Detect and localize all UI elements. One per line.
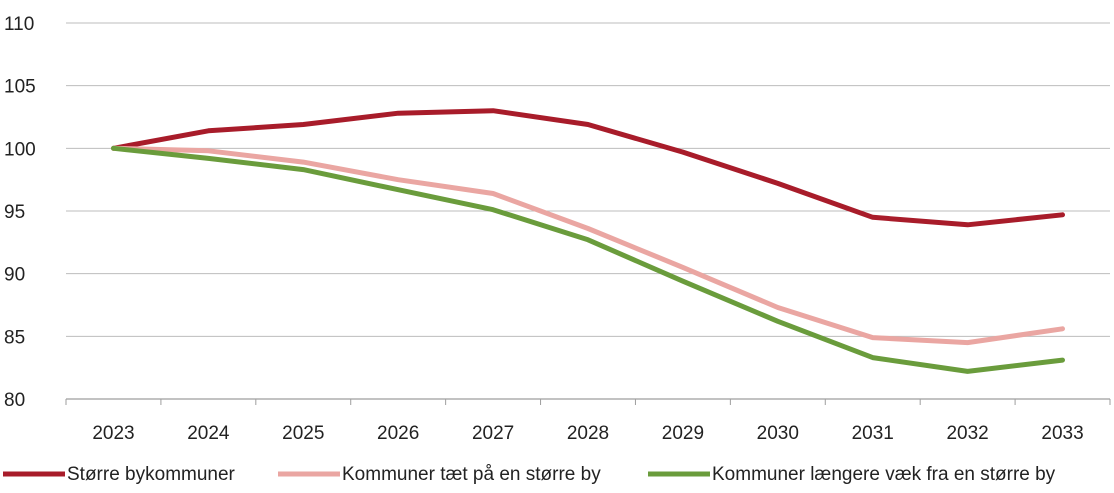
x-tick-label: 2032 xyxy=(946,423,988,444)
x-tick-label: 2033 xyxy=(1041,423,1083,444)
x-tick-label: 2028 xyxy=(567,423,609,444)
legend: Større bykommuner Kommuner tæt på en stør… xyxy=(3,464,1056,485)
y-tick-label: 80 xyxy=(4,390,25,411)
x-tick-label: 2030 xyxy=(757,423,799,444)
x-tick-label: 2024 xyxy=(187,423,230,444)
x-tick-label: 2023 xyxy=(92,423,134,444)
series-line-3 xyxy=(111,145,1065,374)
y-tick-label: 110 xyxy=(4,14,34,35)
series-line-2 xyxy=(111,145,1065,346)
x-tick-label: 2026 xyxy=(377,423,419,444)
series-lines xyxy=(111,108,1065,374)
gridlines xyxy=(66,22,1110,337)
y-axis: 80 85 90 95 100 105 110 xyxy=(4,14,36,411)
x-axis: 2023 2024 2025 2026 2027 2028 2029 2030 2031 2032… xyxy=(65,398,1111,444)
x-tick-label: 2027 xyxy=(472,423,514,444)
legend-label: Større bykommuner xyxy=(67,464,236,485)
x-tick-label: 2025 xyxy=(282,423,324,444)
legend-label: Kommuner tæt på en større by xyxy=(342,464,601,485)
legend-label: Kommuner længere væk fra en større by xyxy=(712,464,1056,485)
y-tick-label: 85 xyxy=(4,327,25,348)
y-tick-label: 105 xyxy=(4,77,36,98)
x-tick-label: 2031 xyxy=(852,423,894,444)
y-tick-label: 90 xyxy=(4,265,25,286)
x-tick-label: 2029 xyxy=(662,423,704,444)
y-tick-label: 95 xyxy=(4,202,25,223)
y-tick-label: 100 xyxy=(4,139,36,160)
series-line-1 xyxy=(111,108,1065,228)
